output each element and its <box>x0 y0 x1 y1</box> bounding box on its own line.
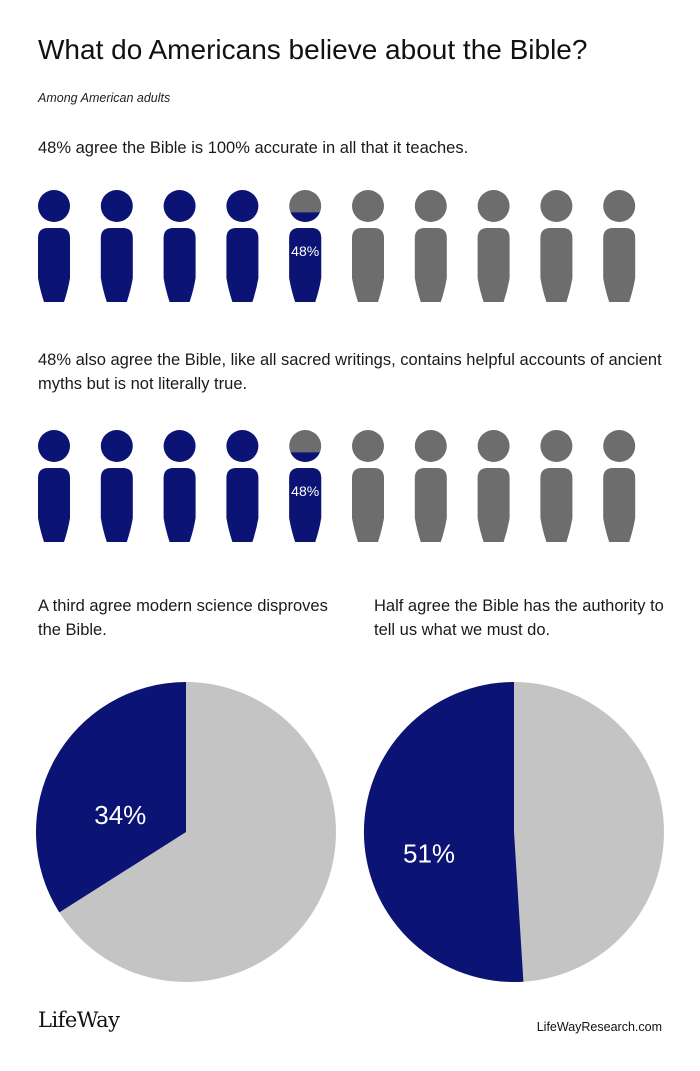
caption-science: A third agree modern science disproves t… <box>38 597 328 639</box>
person-icon <box>352 430 384 542</box>
statement-accurate: 48% agree the Bible is 100% accurate in … <box>38 139 469 157</box>
person-icon: 48% <box>289 430 322 542</box>
pictogram-accurate: 48% <box>38 190 636 302</box>
person-icon <box>100 190 133 302</box>
pie-value-label: 34% <box>94 800 146 830</box>
caption-authority: Half agree the Bible has the authority t… <box>374 597 664 639</box>
lifeway-logo: LifeWay <box>38 1008 120 1032</box>
site-url: LifeWayResearch.com <box>536 1020 662 1034</box>
person-icon <box>163 430 196 542</box>
person-icon <box>477 190 510 302</box>
pie-authority: 51% <box>363 682 664 982</box>
person-icon <box>414 190 447 302</box>
person-icon <box>226 430 259 542</box>
pie-value-label: 51% <box>403 838 455 868</box>
person-icon: 48% <box>289 190 322 302</box>
person-icon <box>352 190 384 302</box>
person-icon <box>38 190 70 302</box>
pie-science: 34% <box>36 682 336 982</box>
person-icon <box>38 430 70 542</box>
statement-myths: 48% also agree the Bible, like all sacre… <box>38 351 662 393</box>
person-icon <box>100 430 133 542</box>
person-icon <box>540 190 573 302</box>
person-icon <box>540 430 573 542</box>
pie-slice-highlight <box>363 682 524 982</box>
person-icon <box>414 430 447 542</box>
page-title: What do Americans believe about the Bibl… <box>38 34 588 65</box>
pictogram-value-label: 48% <box>291 483 319 499</box>
pictogram-myths: 48% <box>38 430 636 542</box>
person-icon <box>477 430 510 542</box>
person-icon <box>226 190 259 302</box>
person-icon <box>163 190 196 302</box>
page-subtitle: Among American adults <box>38 91 171 105</box>
pictogram-value-label: 48% <box>291 243 319 259</box>
person-icon <box>603 430 636 542</box>
pie-slice-highlight <box>36 682 186 913</box>
person-icon <box>603 190 636 302</box>
